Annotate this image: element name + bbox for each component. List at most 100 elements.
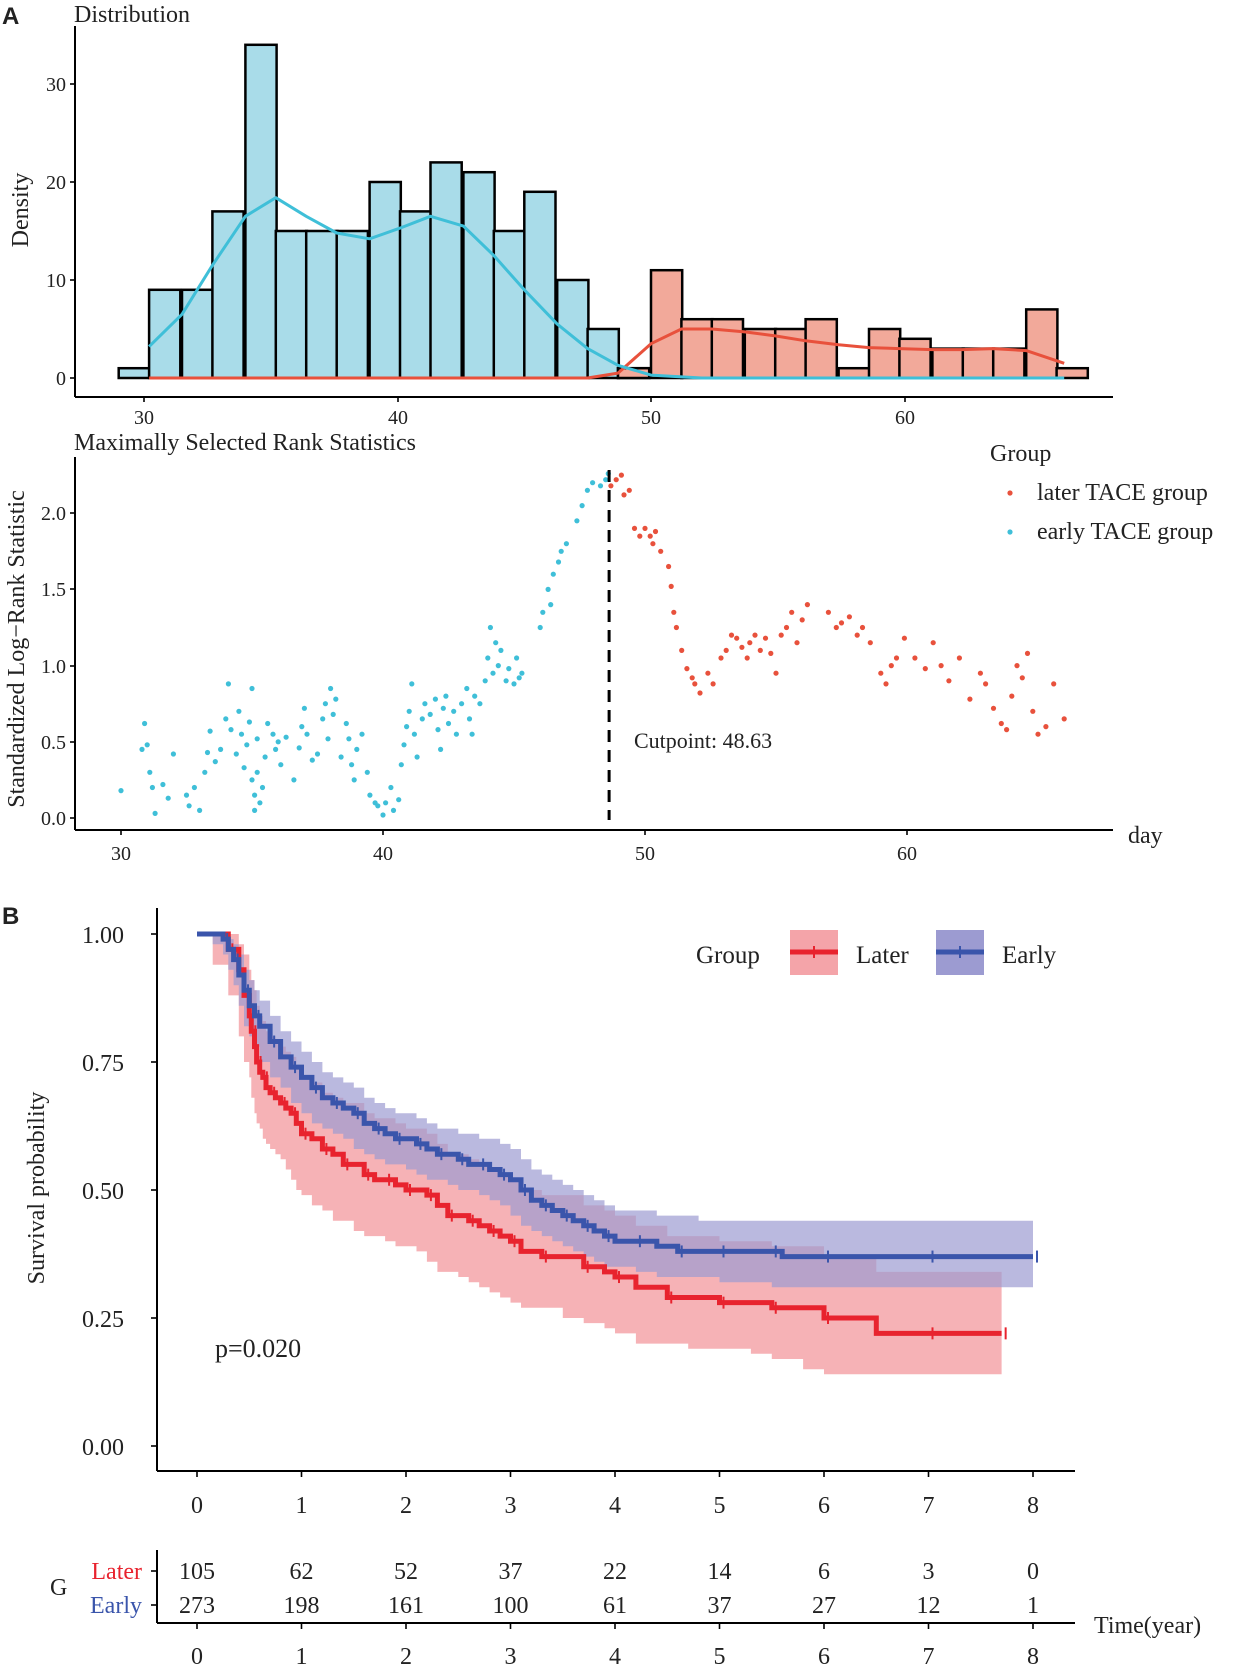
scatter-point-early <box>330 711 336 718</box>
scatter-point-later <box>762 635 769 641</box>
scatter-point-early <box>537 624 543 631</box>
scatter-point-later <box>901 635 908 641</box>
scatter-point-early <box>409 681 415 687</box>
scatter-point-early <box>328 685 334 692</box>
distribution-y-tick-label: 10 <box>46 270 66 292</box>
histogram-bar-early <box>244 43 278 380</box>
scatter-point-early <box>485 655 491 661</box>
panel-a-letter: A <box>2 3 19 30</box>
rank-stat-x-tick-label: 40 <box>373 843 393 865</box>
scatter-point-later <box>718 655 724 661</box>
scatter-point-early <box>498 647 504 654</box>
panel-b-letter: B <box>2 903 19 930</box>
km-legend-title: Group <box>696 942 760 969</box>
risk-table-cells: 105 62 52 37 22 14 6 3 0 273 198 161 100 61 37 27 12 1 <box>179 1559 1039 1619</box>
scatter-point-early <box>165 795 171 801</box>
histogram-bar-later <box>1055 366 1090 380</box>
scatter-point-early <box>422 701 428 707</box>
scatter-point-later <box>1009 693 1015 699</box>
rank-legend-title: Group <box>990 441 1051 467</box>
scatter-point-later <box>799 617 805 623</box>
km-plot <box>197 931 1038 1375</box>
scatter-point-later <box>697 690 703 696</box>
histogram-bar-early <box>180 288 215 380</box>
scatter-point-later <box>631 525 638 532</box>
risk-cell: 27 <box>812 1593 836 1619</box>
distribution-x-tick-label: 40 <box>388 407 408 429</box>
scatter-point-early <box>262 754 268 760</box>
scatter-point-later <box>956 655 963 661</box>
scatter-point-early <box>579 503 585 509</box>
rank-stat-y-tick-label: 1.0 <box>41 656 66 678</box>
legend-early-label: early TACE group <box>1037 519 1213 545</box>
rank-stat-x-ticks: 30 40 50 60 <box>111 830 917 865</box>
scatter-point-later <box>967 696 973 702</box>
risk-cell: 1 <box>1027 1593 1039 1619</box>
risk-cell: 105 <box>179 1559 215 1585</box>
scatter-point-early <box>278 762 284 768</box>
scatter-point-early <box>411 731 417 737</box>
scatter-point-later <box>789 609 795 615</box>
scatter-point-early <box>314 751 321 757</box>
scatter-point-early <box>548 602 554 608</box>
scatter-point-early <box>246 719 252 725</box>
scatter-point-later <box>1024 650 1031 657</box>
scatter-point-early <box>207 728 213 734</box>
risk-table-g-label: G <box>50 1575 67 1601</box>
histogram-bar-early <box>368 180 403 380</box>
scatter-point-later <box>757 647 763 654</box>
survival-curve-later <box>197 931 1002 1336</box>
scatter-point-early <box>252 807 258 814</box>
scatter-point-early <box>346 736 352 742</box>
scatter-point-later <box>637 533 643 539</box>
scatter-point-later <box>1035 731 1041 737</box>
scatter-point-early <box>445 720 452 727</box>
km-x-tick-label: 0 <box>191 1493 203 1519</box>
scatter-point-early <box>338 754 344 760</box>
scatter-point-early <box>244 742 250 748</box>
histogram-bar-early <box>523 190 557 380</box>
risk-cell: 14 <box>708 1559 732 1585</box>
scatter-point-early <box>359 731 365 737</box>
histogram-bar-later <box>649 268 684 380</box>
scatter-point-early <box>466 716 473 722</box>
risk-cell: 62 <box>290 1559 314 1585</box>
scatter-point-early <box>597 483 604 489</box>
histogram-bar-later <box>867 327 902 380</box>
scatter-point-early <box>249 777 255 783</box>
scatter-point-early <box>364 769 370 775</box>
scatter-point-later <box>1043 724 1049 730</box>
scatter-point-early <box>443 693 449 699</box>
scatter-point-later <box>825 609 832 615</box>
risk-cell: 198 <box>284 1593 320 1619</box>
scatter-point-early <box>241 765 247 771</box>
scatter-point-early <box>477 701 483 707</box>
km-y-tick-label: 0.50 <box>82 1179 124 1205</box>
scatter-point-early <box>147 769 153 775</box>
risk-cell: 161 <box>388 1593 424 1619</box>
risk-row-label-early: Early <box>90 1593 142 1619</box>
risk-cell: 22 <box>603 1559 627 1585</box>
density-curve-later <box>149 327 1065 380</box>
risk-cell: 6 <box>818 1559 830 1585</box>
scatter-point-early <box>390 807 397 814</box>
scatter-point-later <box>734 635 740 641</box>
rank-stat-y-tick-label: 1.5 <box>41 579 66 601</box>
rank-stat-x-label: day <box>1128 823 1163 849</box>
scatter-point-early <box>299 724 305 730</box>
scatter-point-early <box>453 731 459 737</box>
scatter-point-early <box>435 727 441 733</box>
scatter-point-later <box>723 647 729 654</box>
scatter-point-later <box>893 655 900 661</box>
histogram-bar-early <box>462 170 496 380</box>
scatter-point-later <box>621 492 627 498</box>
scatter-point-later <box>804 602 811 608</box>
scatter-point-early <box>469 731 475 737</box>
rank-stat-y-label: Standardized Log−Rank Statistic <box>4 490 30 807</box>
scatter-point-early <box>401 742 407 748</box>
scatter-point-early <box>487 624 493 631</box>
scatter-point-early <box>351 777 357 783</box>
scatter-point-early <box>291 777 297 783</box>
risk-table-x-ticks: 0 1 2 3 4 5 6 7 8 <box>191 1623 1039 1668</box>
